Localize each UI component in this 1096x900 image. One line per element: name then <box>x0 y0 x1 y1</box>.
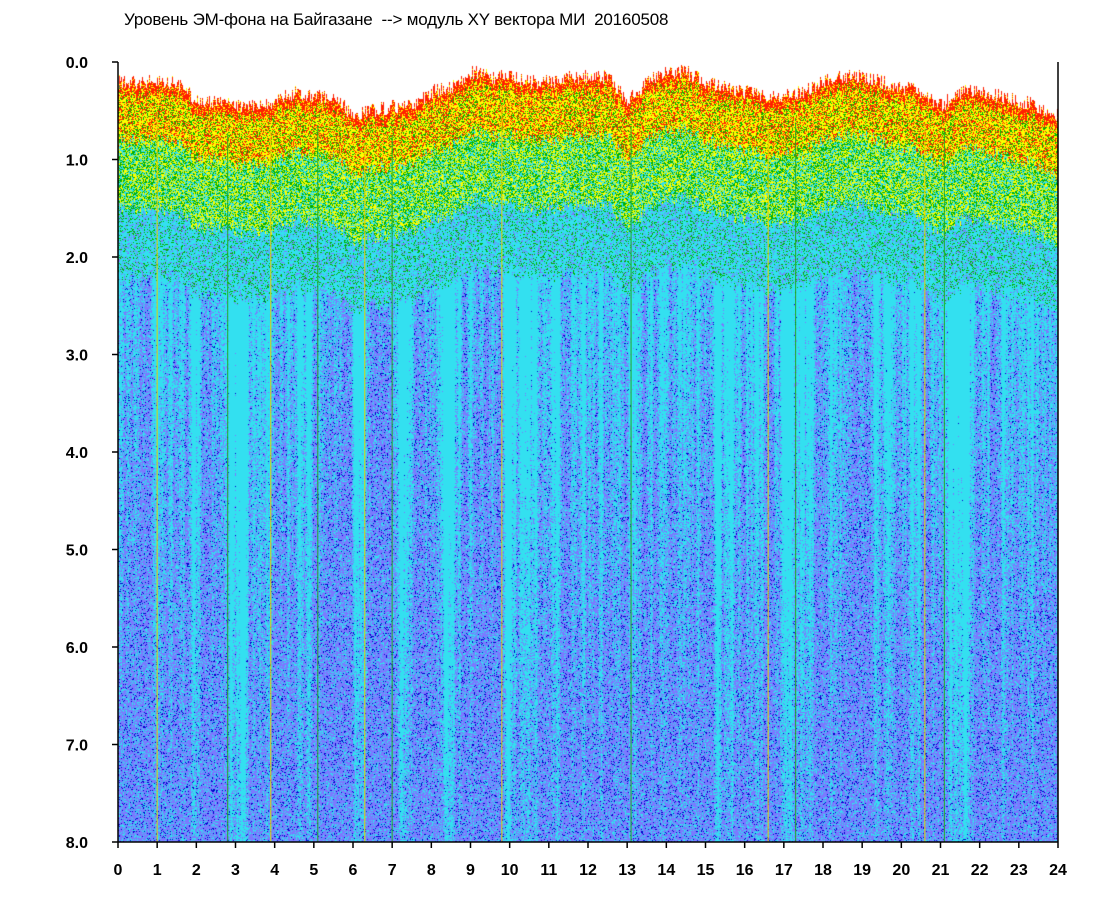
x-tick-label: 18 <box>814 862 832 879</box>
y-tick-label: 1.0 <box>66 153 88 170</box>
x-tick-label: 22 <box>971 862 989 879</box>
x-axis-ticks: 0 1 2 3 4 5 6 7 8 9 10 11 12 13 14 15 16 17 18 19 20 21 22 23 24 <box>114 842 1067 879</box>
y-tick-label: 7.0 <box>66 738 88 755</box>
x-tick-label: 2 <box>192 862 201 879</box>
heatmap-image <box>118 62 1058 842</box>
x-tick-label: 0 <box>114 862 123 879</box>
y-tick-label: 6.0 <box>66 640 88 657</box>
chart-title: Уровень ЭМ-фона на Байгазане --> модуль … <box>124 10 669 29</box>
x-tick-label: 13 <box>618 862 636 879</box>
spike-lines <box>156 105 946 842</box>
x-tick-label: 17 <box>775 862 793 879</box>
x-tick-label: 1 <box>153 862 162 879</box>
x-tick-label: 21 <box>932 862 950 879</box>
x-tick-label: 16 <box>736 862 754 879</box>
y-tick-label: 2.0 <box>66 250 88 267</box>
x-tick-label: 5 <box>309 862 318 879</box>
y-axis-ticks: 0.0 1.0 2.0 3.0 4.0 5.0 6.0 7.0 8.0 <box>66 55 118 852</box>
x-tick-label: 3 <box>231 862 240 879</box>
x-tick-label: 6 <box>349 862 358 879</box>
x-tick-label: 15 <box>697 862 715 879</box>
y-tick-label: 0.0 <box>66 55 88 72</box>
y-tick-label: 3.0 <box>66 348 88 365</box>
x-tick-label: 11 <box>540 862 557 879</box>
x-tick-label: 14 <box>657 862 675 879</box>
x-tick-label: 19 <box>853 862 871 879</box>
x-tick-label: 4 <box>270 862 279 879</box>
x-tick-label: 23 <box>1010 862 1028 879</box>
x-tick-label: 9 <box>466 862 475 879</box>
y-tick-label: 8.0 <box>66 835 88 852</box>
y-tick-label: 4.0 <box>66 445 88 462</box>
x-tick-label: 7 <box>388 862 397 879</box>
x-tick-label: 24 <box>1049 862 1067 879</box>
x-tick-label: 12 <box>579 862 597 879</box>
x-tick-label: 20 <box>892 862 910 879</box>
x-tick-label: 8 <box>427 862 436 879</box>
x-tick-label: 10 <box>501 862 519 879</box>
y-tick-label: 5.0 <box>66 543 88 560</box>
